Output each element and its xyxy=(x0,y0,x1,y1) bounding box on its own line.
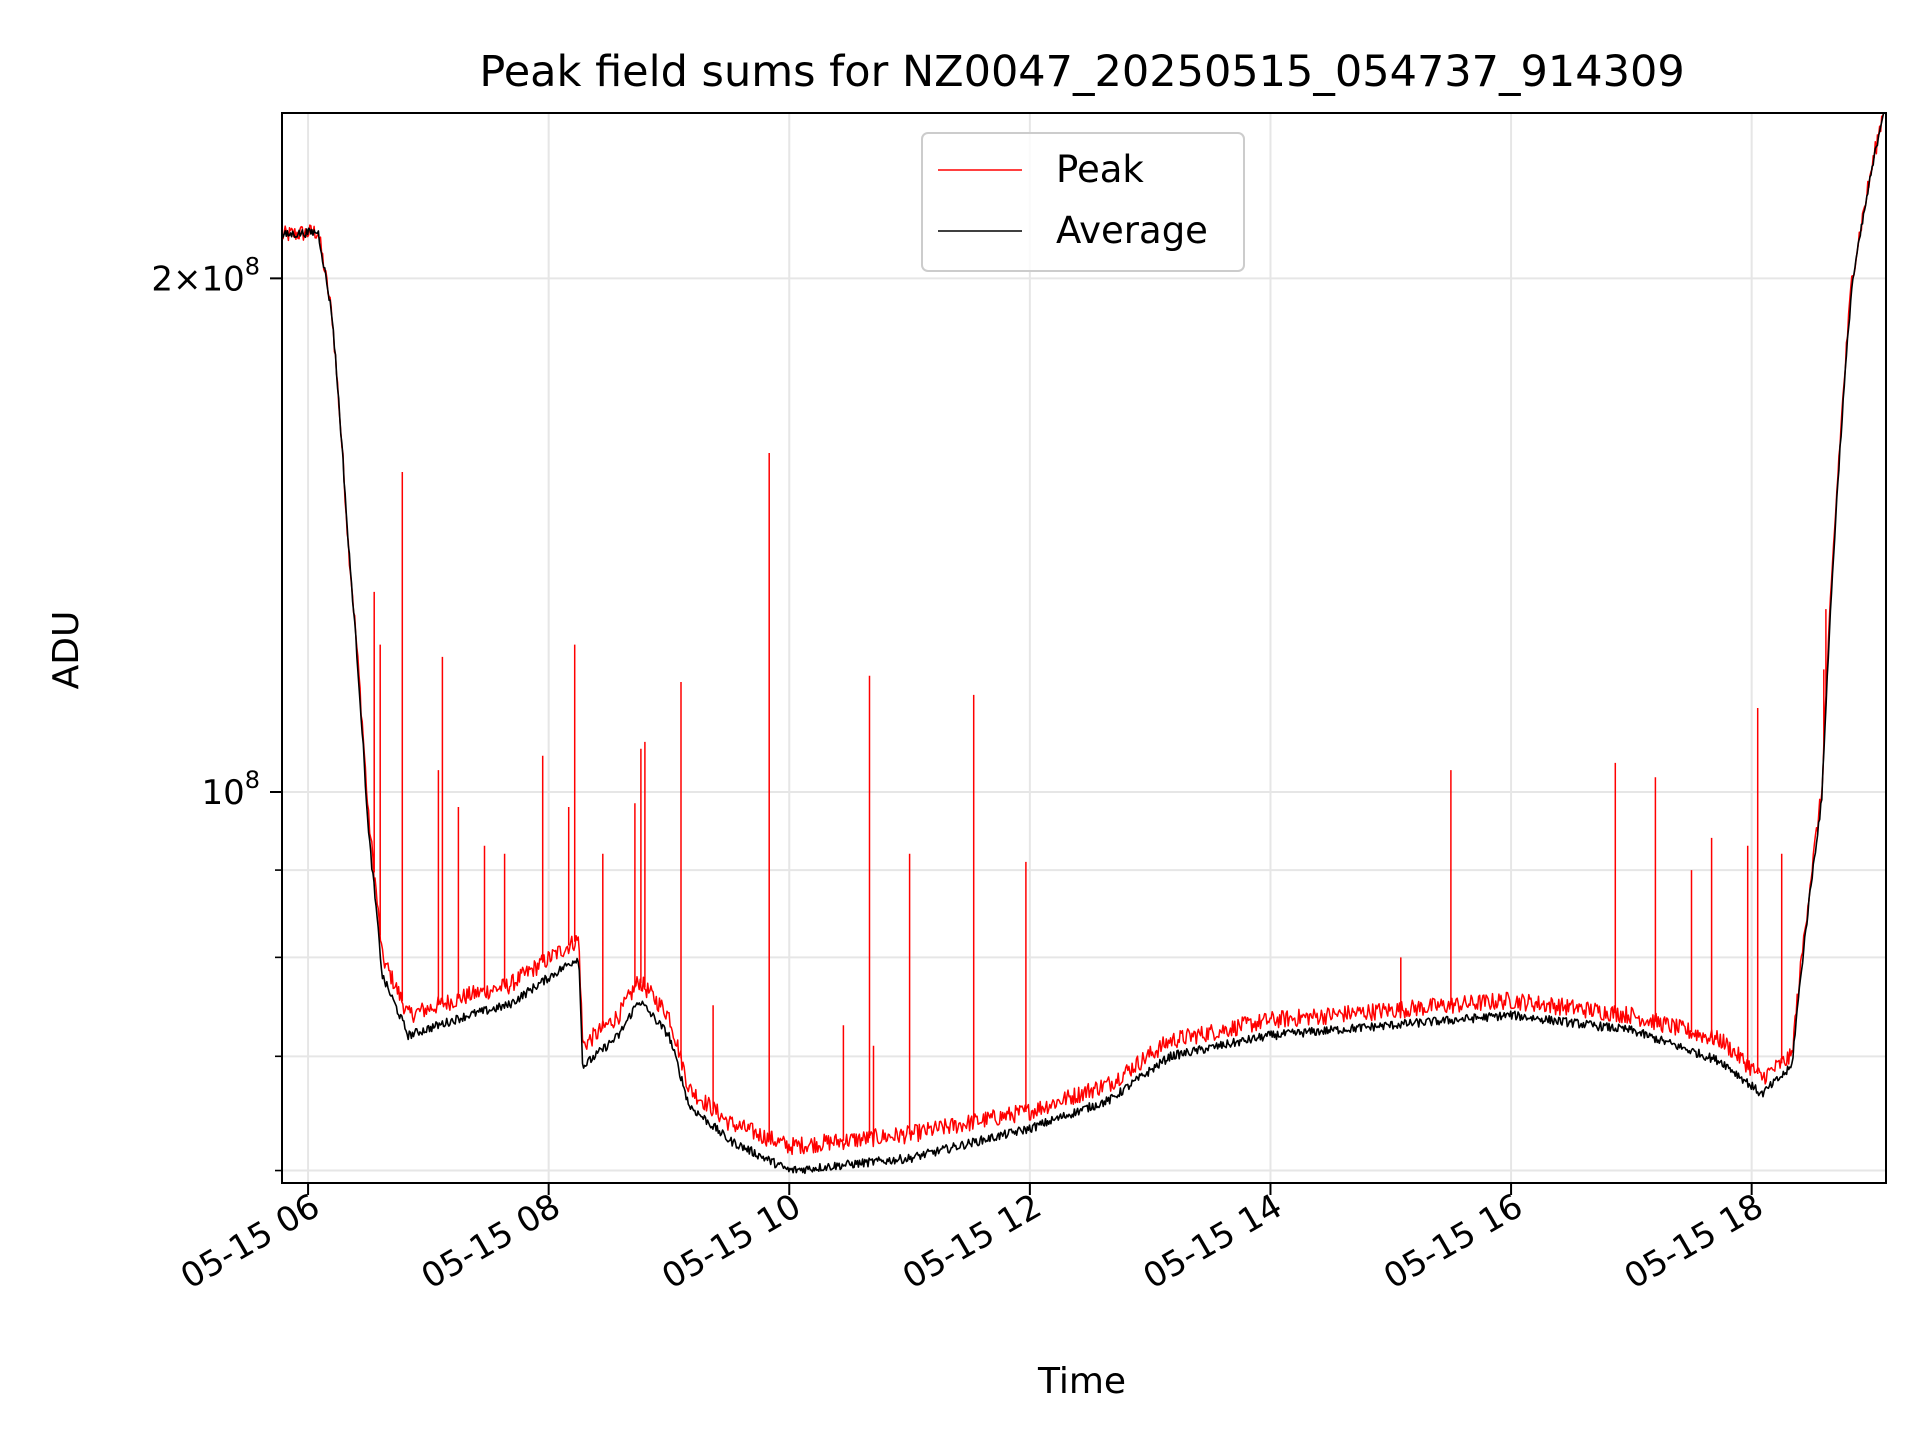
y-tick-base: 10 xyxy=(201,259,244,299)
legend-box xyxy=(921,132,1245,272)
legend-label-average: Average xyxy=(1056,209,1208,252)
y-tick-base: 10 xyxy=(201,773,244,813)
plot-frame xyxy=(281,112,1887,1184)
y-tick-label: 108 xyxy=(201,766,260,813)
legend-label-peak: Peak xyxy=(1056,148,1144,191)
y-tick-exponent: 8 xyxy=(245,766,260,794)
y-axis-title: ADU xyxy=(46,611,87,690)
legend: Peak Average xyxy=(921,132,1245,272)
chart-title: Peak field sums for NZ0047_20250515_0547… xyxy=(479,47,1684,97)
x-axis-title: Time xyxy=(1037,1361,1126,1402)
y-tick-times: × xyxy=(173,259,202,299)
series-line-peak xyxy=(282,113,1885,1156)
y-tick-label: 2×108 xyxy=(151,252,260,299)
y-tick-exponent: 8 xyxy=(245,252,260,280)
series-line-average xyxy=(282,113,1885,1175)
y-tick-coef: 2 xyxy=(151,259,173,299)
grid-layer xyxy=(282,113,1886,1183)
series-layer xyxy=(282,113,1885,1175)
